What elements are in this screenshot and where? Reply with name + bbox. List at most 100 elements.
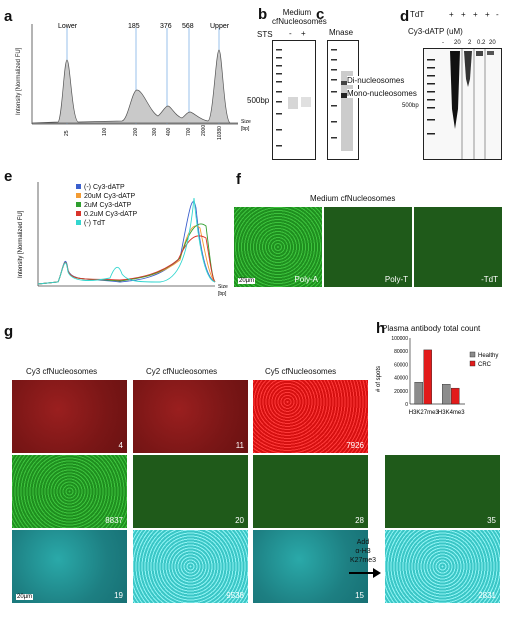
d-tdt: TdT	[410, 10, 425, 19]
g-count: 20	[235, 516, 244, 525]
h-ytick-label: 80000	[394, 349, 408, 355]
c-title: Mnase	[329, 28, 354, 37]
f-tile-polya: 20µm Poly-A	[234, 207, 322, 287]
a-ylabel: Intensity [Normalized FU]	[16, 47, 22, 115]
b-title-2: cfNucleosomes	[272, 17, 327, 26]
g-tile: 11	[133, 380, 248, 453]
e-legend-label: 20uM Cy3-dATP	[84, 193, 136, 200]
g-tile-extra: 35	[385, 455, 500, 528]
g-arrow-icon	[349, 568, 381, 578]
a-xlabel: Size	[241, 119, 251, 125]
panel-label-c: c	[316, 6, 325, 23]
d-gel	[423, 48, 502, 160]
g-count: 15	[355, 591, 364, 600]
h-category-label: H3K27me3	[409, 410, 440, 416]
b-gel	[272, 40, 316, 160]
d-sign: -	[496, 10, 499, 19]
g-count: 9538	[226, 591, 244, 600]
a-tick: 200	[133, 127, 139, 136]
f-tile-tdt: -TdT	[414, 207, 502, 287]
f-tile-label: Poly-T	[384, 275, 408, 284]
g-arrow-text: Add	[356, 539, 370, 546]
b-marker: 500bp	[247, 96, 270, 105]
a-xlabel-unit: [bp]	[241, 126, 250, 132]
a-tick: 2000	[201, 125, 207, 136]
g-count: 8837	[105, 516, 123, 525]
a-tick: 300	[152, 127, 158, 136]
e-legend-label: 0.2uM Cy3-dATP	[84, 211, 138, 218]
panel-label-e: e	[4, 168, 13, 185]
a-tick: 700	[186, 127, 192, 136]
g-tile: 20	[133, 455, 248, 528]
g-tile: 7926	[253, 380, 368, 453]
d-conc: -	[442, 40, 444, 46]
g-count: 7926	[346, 441, 364, 450]
g-count: 4	[118, 441, 123, 450]
c-mono: Mono-nucleosomes	[347, 89, 417, 98]
g-tile: 15	[253, 530, 368, 603]
e-legend-label: 2uM Cy3-dATP	[84, 202, 132, 209]
e-xlabel: Size	[218, 284, 228, 290]
e-xlabel-unit: [bp]	[218, 291, 227, 297]
g-tile: 20µm 19	[12, 530, 127, 603]
g-col-title: Cy5 cfNucleosomes	[265, 367, 337, 376]
c-di: Di-nucleosomes	[347, 76, 405, 85]
h-legend-swatch	[469, 360, 476, 367]
g-arrow-text: α-H3	[355, 548, 371, 555]
e-legend-item: 20uM Cy3-dATP	[76, 192, 137, 201]
panel-label-g: g	[4, 323, 14, 340]
panel-label-b: b	[258, 6, 268, 23]
a-peak-568: 568	[182, 23, 194, 30]
g-tile: 9538	[133, 530, 248, 603]
g-count: 2831	[478, 591, 496, 600]
e-legend-label: (-) TdT	[84, 220, 106, 227]
g-col-title: Cy2 cfNucleosomes	[146, 367, 218, 376]
a-tick: 100	[102, 127, 108, 136]
panel-a-electropherogram: Intensity [Normalized FU] Lower 185 376 …	[16, 23, 251, 140]
g-tile: 28	[253, 455, 368, 528]
a-tick: 400	[166, 127, 172, 136]
d-sign: +	[485, 10, 490, 19]
d-sign: +	[461, 10, 466, 19]
h-bar-healthy-h3k4me3	[442, 384, 451, 405]
h-ytick-label: 60000	[394, 362, 408, 368]
a-tick: 25	[64, 130, 70, 136]
e-legend-item: 0.2uM Cy3-dATP	[76, 210, 137, 219]
g-count: 35	[487, 516, 496, 525]
h-ytick-label: 40000	[394, 376, 408, 382]
g-count: 28	[355, 516, 364, 525]
a-tick: 10380	[217, 126, 223, 140]
h-title: Plasma antibody total count	[382, 324, 481, 333]
h-bar-crc-h3k4me3	[451, 387, 460, 405]
e-legend-item: (-) Cy3-dATP	[76, 183, 137, 192]
h-category-label: H3K4me3	[438, 410, 465, 416]
a-peak-lower: Lower	[58, 23, 78, 30]
b-minus: -	[289, 29, 292, 38]
h-ytick-label: 100000	[391, 336, 408, 342]
f-title: Medium cfNucleosomes	[310, 194, 396, 203]
d-conc: 20	[489, 40, 496, 46]
h-ytick-label: 0	[405, 402, 408, 408]
b-title-1: Medium	[282, 8, 312, 17]
panel-h-chart: # of spots 0 20000 40000 60000 80000 100000 H…	[376, 336, 498, 416]
b-plus: +	[301, 29, 306, 38]
e-legend-item: (-) TdT	[76, 219, 137, 228]
panel-label-a: a	[4, 8, 13, 25]
h-ylabel: # of spots	[376, 366, 382, 392]
e-legend-label: (-) Cy3-dATP	[84, 184, 125, 191]
g-count: 19	[114, 591, 123, 600]
panel-e-electropherogram: Intensity [Normalized FU] Size [bp]	[18, 182, 228, 297]
e-legend-item: 2uM Cy3-dATP	[76, 201, 137, 210]
d-sign: +	[449, 10, 454, 19]
d-cy3: Cy3-dATP (uM)	[408, 27, 463, 36]
h-ytick-label: 20000	[394, 389, 408, 395]
h-legend-label: CRC	[478, 362, 492, 368]
g-tile-extra: 2831	[385, 530, 500, 603]
panel-label-f: f	[236, 171, 241, 188]
h-bar-healthy-h3k27me3	[414, 382, 423, 405]
e-ylabel: Intensity [Normalized FU]	[18, 210, 24, 278]
a-peak-upper: Upper	[210, 23, 230, 30]
f-tile-label: -TdT	[481, 275, 498, 284]
g-arrow-label: Add α-H3 K27me3	[348, 538, 378, 565]
d-marker: 500bp	[402, 103, 419, 109]
